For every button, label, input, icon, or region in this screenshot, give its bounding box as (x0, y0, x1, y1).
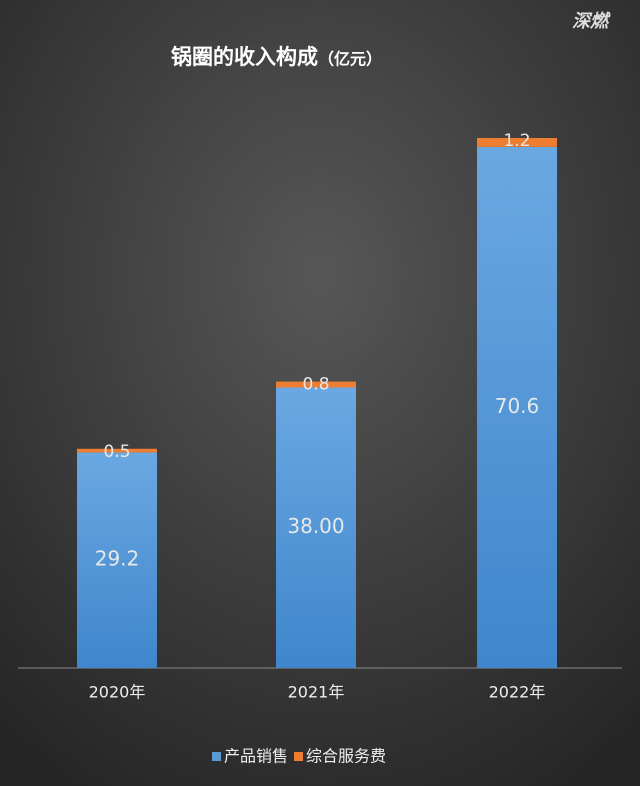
bar-segment (276, 381, 356, 388)
chart-unit: （亿元） (318, 50, 382, 69)
x-tick-label: 2021年 (288, 683, 345, 702)
value-label: 38.00 (287, 514, 344, 538)
value-label: 29.2 (95, 547, 140, 571)
x-tick-label: 2020年 (89, 683, 146, 702)
value-label: 70.6 (495, 394, 540, 418)
legend-swatch (212, 752, 221, 761)
legend-swatch (294, 752, 304, 761)
legend-label: 产品销售 (224, 747, 288, 766)
bar-segment (77, 452, 157, 668)
bar-segment (77, 448, 157, 453)
x-tick-label: 2022年 (489, 683, 546, 702)
legend-label: 综合服务费 (306, 747, 386, 766)
bar-segment (276, 387, 356, 668)
value-label: 0.8 (302, 375, 329, 395)
bar-segment (477, 138, 557, 147)
chart-title: 锅圈的收入构成 (171, 45, 318, 69)
value-label: 1.2 (503, 131, 530, 151)
watermark: 深燃 (572, 11, 611, 32)
bar-segment (477, 146, 557, 669)
value-label: 0.5 (103, 442, 130, 462)
